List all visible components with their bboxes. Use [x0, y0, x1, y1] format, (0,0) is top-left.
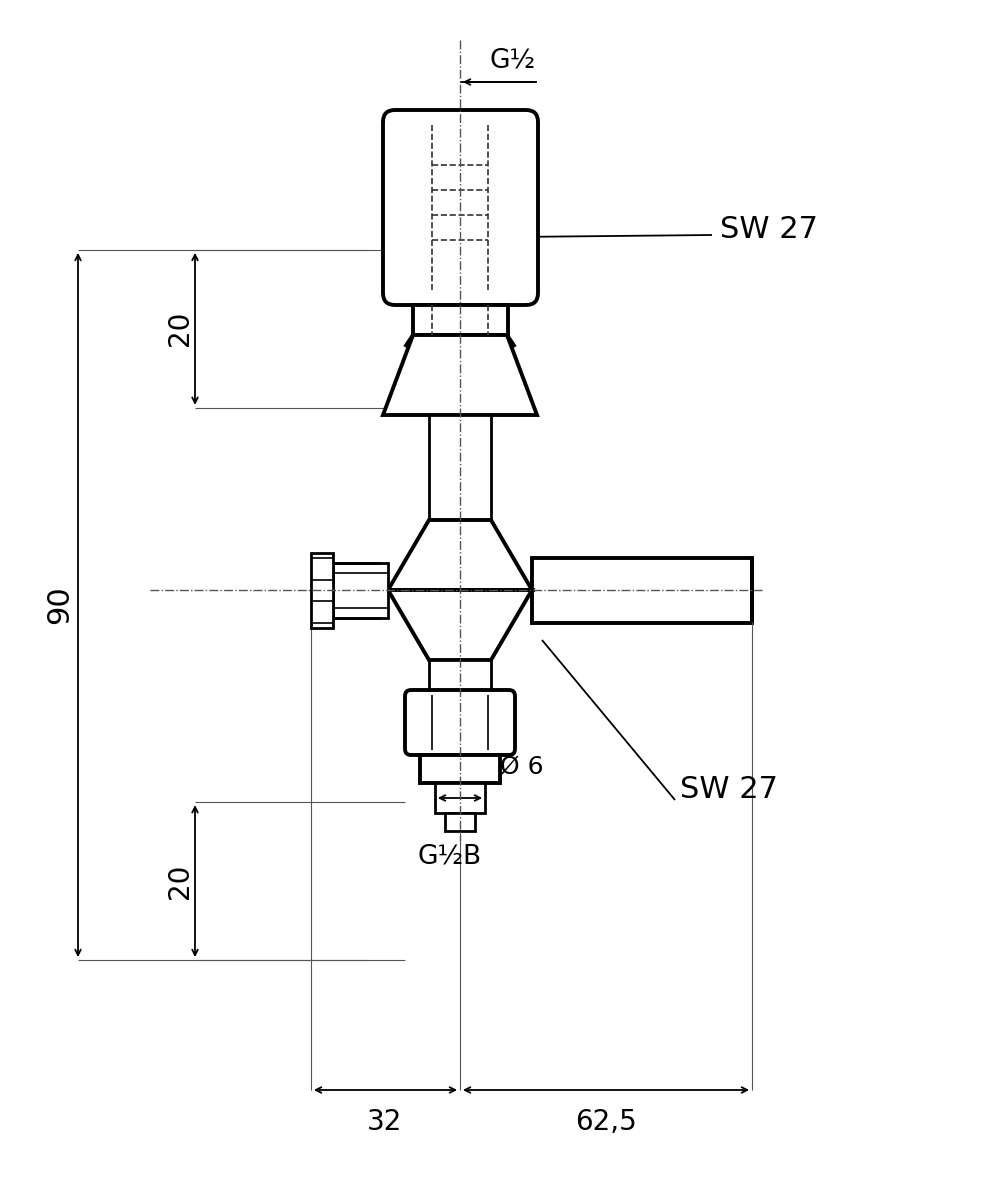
FancyBboxPatch shape [383, 110, 538, 305]
Text: Ø 6: Ø 6 [500, 754, 544, 778]
Text: 90: 90 [45, 586, 75, 624]
FancyBboxPatch shape [333, 563, 388, 618]
FancyBboxPatch shape [445, 814, 475, 830]
FancyBboxPatch shape [435, 782, 485, 814]
Text: SW 27: SW 27 [720, 216, 818, 245]
FancyBboxPatch shape [405, 690, 515, 755]
Text: 20: 20 [166, 311, 194, 346]
Text: 32: 32 [367, 1108, 403, 1136]
Polygon shape [388, 590, 532, 660]
Polygon shape [383, 335, 537, 415]
FancyBboxPatch shape [413, 305, 508, 335]
Text: G½: G½ [490, 48, 536, 74]
FancyBboxPatch shape [311, 553, 333, 628]
FancyBboxPatch shape [420, 755, 500, 782]
Polygon shape [388, 520, 532, 590]
Text: 20: 20 [166, 863, 194, 899]
Text: G½B: G½B [418, 842, 482, 869]
Text: 62,5: 62,5 [575, 1108, 637, 1136]
FancyBboxPatch shape [429, 415, 491, 520]
FancyBboxPatch shape [429, 660, 491, 690]
Text: SW 27: SW 27 [680, 775, 778, 804]
FancyBboxPatch shape [532, 558, 752, 623]
